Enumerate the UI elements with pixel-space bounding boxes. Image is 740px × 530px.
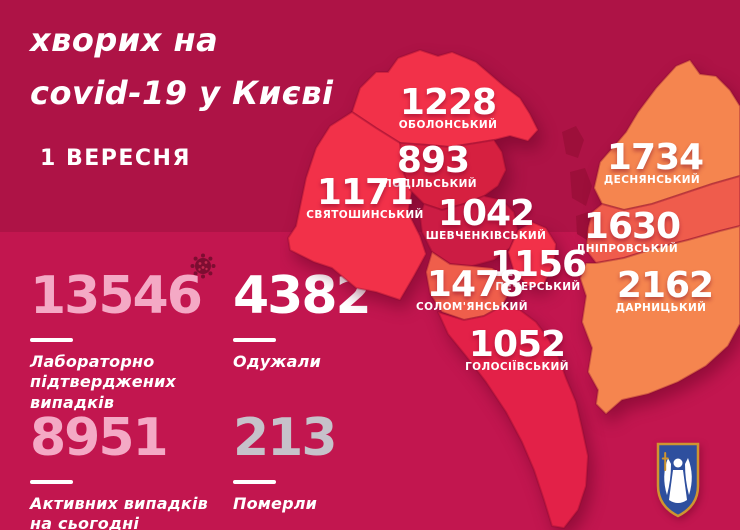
map-west-bank: [287, 49, 589, 529]
district-obolonskyi: [351, 49, 539, 148]
virus-icon: [190, 253, 216, 279]
kyiv-coat-of-arms-icon: [656, 442, 700, 518]
stat-confirmed-value: 13546: [30, 266, 203, 326]
district-shevchenkivskyi-label: ШЕВЧЕНКІВСЬКИЙ: [426, 229, 547, 242]
district-pecherskyi: [507, 221, 557, 287]
stat-confirmed: 13546 Лабораторно підтверджених випадків: [30, 268, 230, 413]
sword: [661, 452, 669, 471]
district-sviatoshynskyi-value: 1171: [317, 172, 413, 213]
district-pecherskyi-label: ПЕЧЕРСЬКИЙ: [495, 280, 580, 293]
district-holosiivskyi-value: 1052: [469, 324, 565, 365]
page-title-line1: хворих на: [30, 21, 219, 59]
archangel-michael: [664, 458, 692, 503]
district-desnianskyi: [593, 59, 740, 211]
page-title: хворих на covid-19 у Києві: [30, 14, 333, 120]
stat-deaths: 213 Померли: [233, 410, 433, 514]
district-podilskyi-label: ПОДІЛЬСЬКИЙ: [383, 177, 477, 190]
district-pecherskyi-value: 1156: [490, 244, 586, 285]
district-podilskyi: [399, 139, 507, 211]
district-solomianskyi-value: 1478: [427, 264, 523, 305]
stat-deaths-label: Померли: [233, 494, 318, 513]
district-obolonskyi-value: 1228: [400, 82, 496, 123]
district-dniprovskyi-label: ДНІПРОВСЬКИЙ: [576, 242, 678, 255]
district-darnytskyi-value: 2162: [617, 265, 713, 306]
district-solomianskyi-label: СОЛОМ'ЯНСЬКИЙ: [416, 300, 528, 313]
district-podilskyi-value: 893: [397, 140, 469, 181]
kyiv-districts-map: 1228 ОБОЛОНСЬКИЙ 893 ПОДІЛЬСЬКИЙ 1171 СВ…: [287, 49, 740, 529]
divider: [30, 338, 73, 342]
river-islands: [562, 126, 594, 240]
district-holosiivskyi: [437, 305, 589, 529]
map-east-bank: [579, 59, 740, 415]
district-desnianskyi-value: 1734: [607, 137, 703, 178]
district-sviatoshynskyi: [287, 111, 427, 301]
district-holosiivskyi-label: ГОЛОСІЇВСЬКИЙ: [465, 359, 569, 373]
district-dniprovskyi-value: 1630: [584, 206, 680, 247]
district-shevchenkivskyi-value: 1042: [438, 193, 534, 234]
stat-deaths-value: 213: [233, 408, 338, 468]
divider: [30, 480, 73, 484]
district-callouts: 1228 ОБОЛОНСЬКИЙ 893 ПОДІЛЬСЬКИЙ 1171 СВ…: [306, 82, 714, 373]
district-darnytskyi: [579, 225, 740, 415]
stat-recovered-label: Одужали: [233, 352, 322, 371]
stat-active-label: Активних випадків на сьогодні: [30, 494, 208, 530]
district-sviatoshynskyi-label: СВЯТОШИНСЬКИЙ: [306, 208, 424, 221]
date-label: 1 ВЕРЕСНЯ: [40, 146, 191, 171]
divider: [233, 480, 276, 484]
page-title-line2: covid-19 у Києві: [30, 74, 334, 112]
district-desnianskyi-label: ДЕСНЯНСЬКИЙ: [604, 173, 700, 186]
district-darnytskyi-label: ДАРНИЦЬКИЙ: [616, 301, 707, 314]
stat-confirmed-label: Лабораторно підтверджених випадків: [30, 352, 177, 412]
stat-active-value: 8951: [30, 408, 169, 468]
divider: [233, 338, 276, 342]
district-obolonskyi-label: ОБОЛОНСЬКИЙ: [399, 118, 498, 131]
stat-active: 8951 Активних випадків на сьогодні: [30, 410, 230, 530]
